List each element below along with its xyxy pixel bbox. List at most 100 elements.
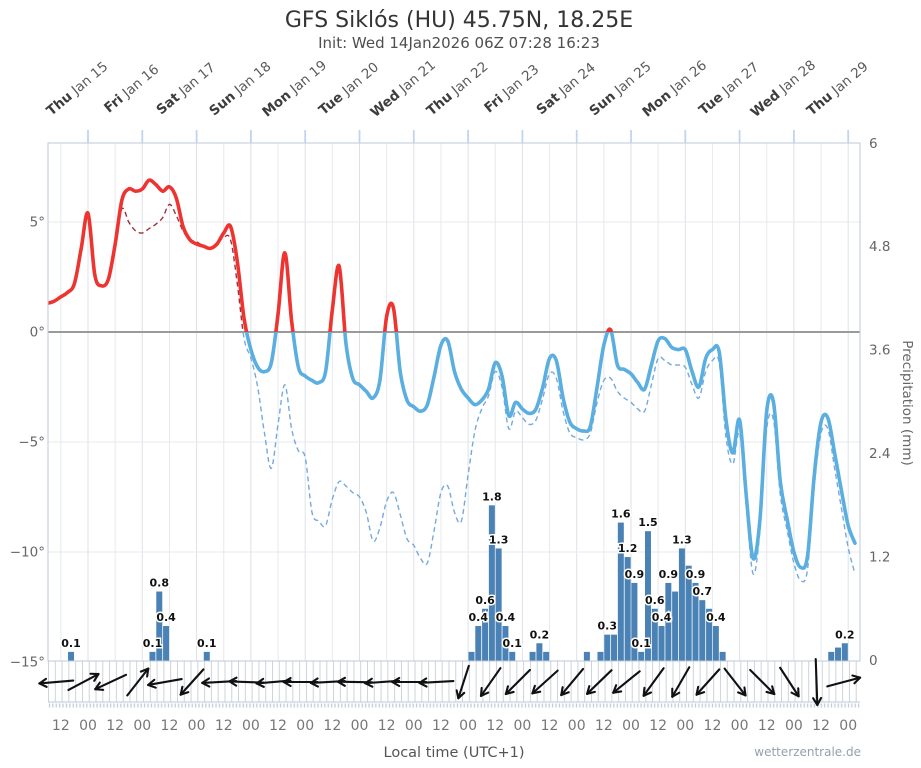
- precip-bar: [706, 608, 713, 661]
- precip-bar: [509, 651, 516, 661]
- precip-tick-label: 2.4: [869, 446, 890, 462]
- precip-bar: [597, 651, 604, 661]
- wind-arrow: [179, 668, 205, 696]
- temp-tick-label: 0°: [30, 325, 45, 341]
- precip-bar: [651, 608, 658, 661]
- time-tick-label: 12: [378, 718, 396, 734]
- temp-line-solid-warm: [48, 178, 614, 332]
- precip-bar: [163, 626, 170, 661]
- precip-bar: [529, 651, 536, 661]
- precip-bar: [617, 522, 624, 661]
- temp-tick-label: −10°: [10, 545, 45, 561]
- time-tick-label: 00: [622, 718, 640, 734]
- precip-bar: [611, 634, 618, 661]
- precip-bar: [712, 626, 719, 661]
- day-label: Fri Jan 23: [481, 62, 542, 117]
- gridlines: [48, 143, 860, 661]
- precip-bar: [631, 582, 638, 661]
- precip-bar: [719, 651, 726, 661]
- wind-arrow: [779, 666, 800, 698]
- temp-tick-label: −15°: [10, 655, 45, 671]
- precip-bar: [699, 600, 706, 661]
- time-tick-label: 12: [649, 718, 667, 734]
- precip-bar-value: 0.6: [475, 594, 495, 607]
- time-tick-label: 00: [79, 718, 97, 734]
- time-tick-label: 12: [595, 718, 613, 734]
- wind-arrow: [126, 667, 150, 697]
- precip-bar-value: 0.4: [706, 611, 726, 624]
- time-tick-label: 12: [486, 718, 504, 734]
- precip-bar: [644, 531, 651, 661]
- precip-bar: [672, 591, 679, 661]
- time-tick-label: 12: [704, 718, 722, 734]
- precip-bar: [828, 651, 835, 661]
- precip-bar: [583, 651, 590, 661]
- time-tick-label: 00: [785, 718, 803, 734]
- precip-bar: [495, 548, 502, 661]
- precip-bar: [488, 505, 495, 661]
- precip-bar: [468, 651, 475, 661]
- temp-tick-label: −5°: [18, 435, 45, 451]
- wind-arrow: [531, 669, 559, 695]
- time-tick-label: 00: [568, 718, 586, 734]
- precip-tick-label: 3.6: [869, 343, 890, 359]
- wind-arrow-band: [38, 657, 862, 707]
- precip-bar-value: 0.1: [631, 637, 651, 650]
- temp-line-solid-cold: [244, 332, 857, 571]
- precipitation-bar-labels: 0.1 0.10.80.40.10.40.61.81.30.40.10.20.31…: [60, 489, 856, 652]
- day-label: Fri Jan 16: [101, 62, 162, 117]
- precip-bar-value: 0.6: [645, 594, 665, 607]
- wind-arrow: [612, 670, 641, 694]
- wind-arrow: [67, 672, 100, 692]
- chart-title: GFS Siklós (HU) 45.75N, 18.25E: [285, 8, 633, 33]
- precip-bar: [536, 643, 543, 661]
- x-axis-title: Local time (UTC+1): [384, 745, 525, 761]
- wind-arrow: [812, 657, 823, 707]
- temp-tick-label: 5°: [30, 215, 45, 231]
- precip-bar: [149, 651, 156, 661]
- precip-bar-value: 0.3: [598, 620, 618, 633]
- precip-bar: [692, 582, 699, 661]
- precip-bar-value: 0.1: [197, 637, 217, 650]
- day-ticks: [87, 130, 850, 143]
- time-tick-label: 00: [839, 718, 857, 734]
- time-tick-label: 12: [106, 718, 124, 734]
- time-tick-label: 12: [541, 718, 559, 734]
- precip-bar-value: 0.8: [150, 577, 170, 590]
- wind-arrow: [504, 668, 531, 696]
- time-tick-label: 12: [432, 718, 450, 734]
- precip-bar-value: 0.1: [61, 637, 81, 650]
- temperature-curves: [48, 178, 857, 583]
- precip-tick-label: 6: [869, 136, 878, 152]
- wind-arrow: [94, 673, 128, 691]
- temp-line-dashed-cold: [242, 332, 856, 583]
- time-tick-label: 00: [296, 718, 314, 734]
- plot-border: [47, 142, 861, 662]
- wind-arrow: [723, 667, 747, 697]
- time-tick-label: 00: [242, 718, 260, 734]
- precip-tick-label: 4.8: [869, 239, 890, 255]
- wind-arrow: [749, 668, 776, 696]
- time-tick-label: 12: [215, 718, 233, 734]
- precip-bar-value: 0.2: [530, 628, 550, 641]
- precip-bar-value: 1.3: [489, 533, 509, 546]
- time-tick-label: 00: [731, 718, 749, 734]
- time-tick-label: 12: [323, 718, 341, 734]
- precip-bar-value: 0.4: [469, 611, 489, 624]
- time-tick-label: 12: [52, 718, 70, 734]
- wind-arrow: [560, 667, 585, 697]
- precip-bar-value: 1.3: [672, 533, 692, 546]
- precip-bar: [658, 626, 665, 661]
- precip-axis-title: Precipitation (mm): [899, 340, 915, 466]
- wind-arrow: [38, 677, 75, 688]
- above-zero-layer: [48, 178, 614, 332]
- precip-bar-value: 0.1: [143, 637, 163, 650]
- precip-tick-label: 0: [869, 653, 878, 669]
- wind-arrow: [826, 674, 862, 688]
- time-tick-label: 00: [459, 718, 477, 734]
- precip-bar-value: 0.9: [686, 568, 706, 581]
- precip-bar-value: 0.9: [625, 568, 645, 581]
- time-tick-label: 00: [676, 718, 694, 734]
- precip-bar-value: 1.5: [638, 516, 658, 529]
